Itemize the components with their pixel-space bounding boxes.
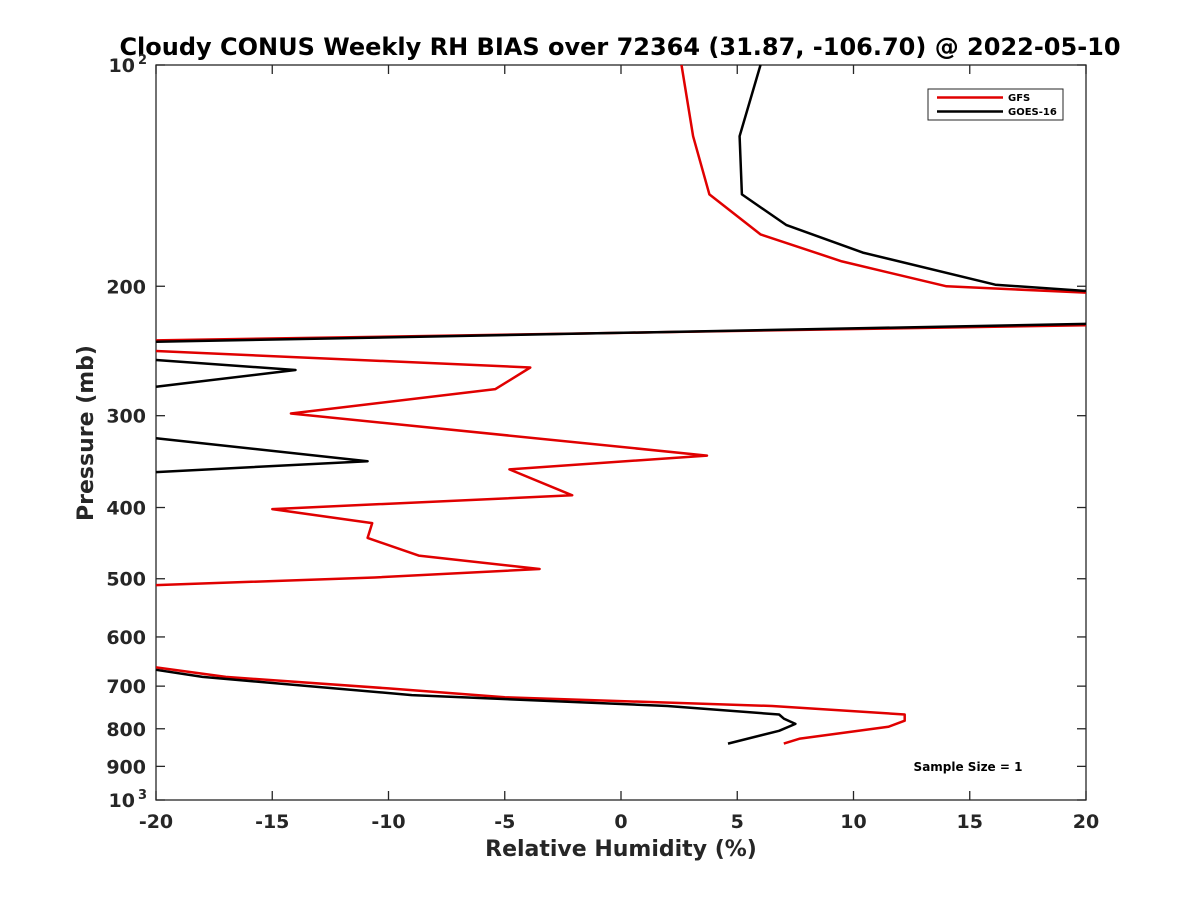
y-tick-label-group: 200 xyxy=(106,276,146,298)
y-tick-label: 10 xyxy=(109,55,135,77)
x-tick-label: -20 xyxy=(139,811,173,833)
y-tick-label: 900 xyxy=(106,756,146,778)
series-goes-16 xyxy=(155,64,1087,745)
y-tick-label: 800 xyxy=(106,719,146,741)
y-axis-label: Pressure (mb) xyxy=(74,345,99,521)
x-tick-label: -10 xyxy=(371,811,405,833)
y-tick-label: 200 xyxy=(106,276,146,298)
y-tick-label-group: 500 xyxy=(106,569,146,591)
y-tick-label-group: 10 2 xyxy=(109,53,147,77)
y-tick-label: 400 xyxy=(106,498,146,520)
y-tick-label: 700 xyxy=(106,676,146,698)
x-axis: -20 -15 -10 -5 0 5 10 15 20 xyxy=(139,65,1099,833)
y-tick-label: 300 xyxy=(106,406,146,428)
series-line-goes-16 xyxy=(155,668,797,745)
plot-frame xyxy=(155,64,1087,801)
y-tick-label-group: 700 xyxy=(106,676,146,698)
x-tick-label: -15 xyxy=(255,811,289,833)
legend-label-goes-16: GOES-16 xyxy=(1008,107,1057,118)
chart-title: Cloudy CONUS Weekly RH BIAS over 72364 (… xyxy=(119,33,1120,61)
x-axis-label: Relative Humidity (%) xyxy=(485,837,757,862)
series-line-gfs xyxy=(155,349,709,587)
legend-box xyxy=(927,88,1064,121)
x-tick-label: 10 xyxy=(840,811,866,833)
x-tick-label: 5 xyxy=(731,811,744,833)
legend: GFS GOES-16 xyxy=(927,88,1064,121)
series-line-goes-16 xyxy=(155,322,1087,344)
y-tick-label: 600 xyxy=(106,627,146,649)
y-tick-exponent: 3 xyxy=(138,788,147,803)
y-tick-label: 10 xyxy=(109,790,135,812)
x-tick-label: 15 xyxy=(957,811,983,833)
legend-label-gfs: GFS xyxy=(1008,93,1030,104)
plot-area xyxy=(155,64,1087,801)
y-tick-label-group: 300 xyxy=(106,406,146,428)
x-tick-label: -5 xyxy=(494,811,515,833)
y-tick-exponent: 2 xyxy=(138,53,147,68)
y-tick-label-group: 400 xyxy=(106,498,146,520)
x-tick-label: 20 xyxy=(1073,811,1099,833)
y-tick-label-group: 900 xyxy=(106,756,146,778)
series-line-gfs xyxy=(155,666,906,745)
y-tick-label-group: 600 xyxy=(106,627,146,649)
series-line-goes-16 xyxy=(155,358,297,388)
series-line-gfs xyxy=(680,64,1087,294)
y-tick-label: 500 xyxy=(106,569,146,591)
y-tick-label-group: 800 xyxy=(106,719,146,741)
sample-size-annotation: Sample Size = 1 xyxy=(914,760,1023,774)
series-line-goes-16 xyxy=(738,64,1087,293)
x-tick-label: 0 xyxy=(614,811,627,833)
series-layer xyxy=(155,64,1087,745)
y-tick-label-group: 10 3 xyxy=(109,788,147,812)
series-line-goes-16 xyxy=(155,437,369,474)
